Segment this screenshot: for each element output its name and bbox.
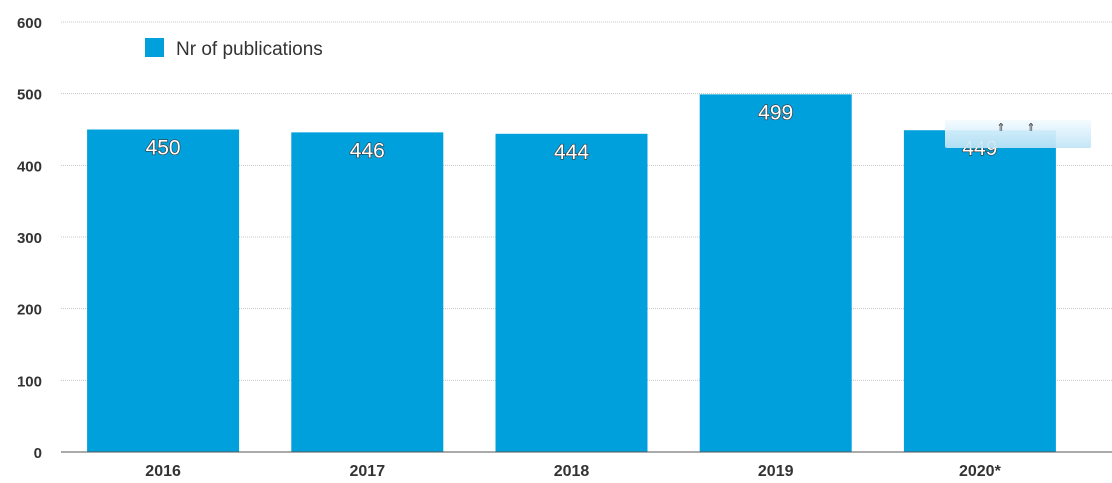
x-category-label: 2019 (758, 463, 794, 480)
y-tick-label: 300 (17, 230, 42, 247)
arrow-up-icon: ⇑ (1026, 121, 1035, 134)
x-category-label: 2017 (350, 463, 386, 480)
bar (903, 130, 1056, 452)
y-tick-label: 200 (17, 302, 42, 319)
legend-swatch (145, 38, 164, 57)
bar (87, 129, 240, 452)
legend-label: Nr of publications (176, 39, 323, 60)
y-axis: 0 100 200 300 400 500 600 (17, 15, 42, 462)
hover-overlay: ⇑ ⇑ (945, 120, 1091, 148)
data-label: 446 (350, 139, 385, 162)
x-category-label: 2018 (554, 463, 590, 480)
overlay-band (945, 120, 1091, 148)
legend: Nr of publications (145, 38, 323, 60)
y-tick-label: 100 (17, 373, 42, 390)
x-category-label: 2020* (959, 463, 1002, 480)
data-label: 450 (146, 137, 181, 160)
x-axis: 2016 2017 2018 2019 2020* (145, 463, 1001, 480)
y-tick-label: 600 (17, 15, 42, 32)
data-label: 444 (554, 141, 589, 164)
y-tick-label: 500 (17, 87, 42, 104)
bar-series (87, 94, 1056, 453)
arrow-up-icon: ⇑ (996, 121, 1005, 134)
y-tick-label: 400 (17, 158, 42, 175)
bar (291, 132, 444, 452)
data-label: 499 (758, 101, 793, 124)
x-category-label: 2016 (145, 463, 181, 480)
bar (699, 94, 852, 452)
bar (495, 133, 648, 453)
y-tick-label: 0 (34, 445, 42, 462)
